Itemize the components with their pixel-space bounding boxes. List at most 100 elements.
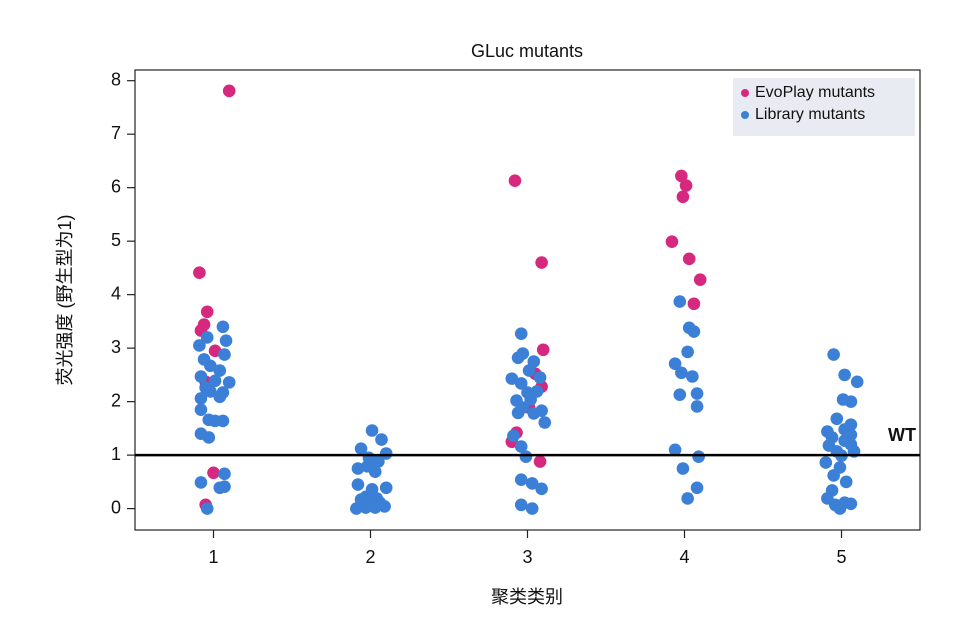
data-point xyxy=(514,440,528,453)
data-point xyxy=(372,455,385,468)
chart-title: GLuc mutants xyxy=(471,41,583,61)
data-point xyxy=(686,370,699,383)
x-tick-label: 1 xyxy=(208,547,218,567)
data-point xyxy=(356,498,369,512)
data-point xyxy=(676,190,690,204)
data-point xyxy=(838,368,851,382)
data-point xyxy=(514,498,528,512)
legend-label: Library mutants xyxy=(755,106,865,123)
data-point xyxy=(368,465,382,478)
data-point xyxy=(827,469,840,482)
data-point xyxy=(535,482,548,496)
data-point xyxy=(693,273,707,286)
data-point xyxy=(844,497,858,511)
data-point xyxy=(351,478,365,491)
data-point xyxy=(690,400,704,413)
y-tick-label: 1 xyxy=(111,444,121,464)
data-point xyxy=(208,374,222,388)
x-tick-label: 5 xyxy=(836,547,846,567)
data-point xyxy=(850,375,864,389)
data-point xyxy=(827,348,840,361)
data-point xyxy=(514,377,528,390)
data-point xyxy=(668,357,682,370)
y-tick-label: 8 xyxy=(111,69,121,89)
data-point xyxy=(379,481,393,495)
data-point xyxy=(365,424,379,437)
data-point xyxy=(207,466,220,480)
data-point xyxy=(354,442,368,455)
x-tick-label: 2 xyxy=(365,547,375,567)
data-point xyxy=(690,481,704,495)
data-point xyxy=(673,388,687,401)
legend-label: EvoPlay mutants xyxy=(755,84,875,101)
data-point xyxy=(507,429,520,443)
data-point xyxy=(511,351,525,365)
data-point xyxy=(533,371,547,384)
y-tick-label: 0 xyxy=(111,497,121,517)
data-point xyxy=(522,364,536,377)
data-point xyxy=(508,174,522,188)
data-point xyxy=(204,359,217,373)
data-point xyxy=(218,480,231,493)
data-point xyxy=(536,343,550,357)
legend-marker xyxy=(741,89,749,97)
data-point xyxy=(216,414,230,428)
data-point xyxy=(193,266,206,280)
y-tick-label: 7 xyxy=(111,123,121,143)
y-axis-label: 荧光强度 (野生型为1) xyxy=(55,215,75,386)
data-point xyxy=(194,392,208,405)
data-point xyxy=(194,476,208,489)
data-point xyxy=(514,327,528,340)
y-tick-label: 6 xyxy=(111,176,121,196)
data-point xyxy=(681,492,694,505)
data-point xyxy=(533,455,547,468)
data-point xyxy=(213,390,227,404)
y-tick-label: 3 xyxy=(111,337,121,357)
data-point xyxy=(665,235,679,248)
data-point xyxy=(673,295,687,308)
data-point xyxy=(514,473,528,487)
data-point xyxy=(202,431,216,444)
data-point xyxy=(194,370,208,383)
data-point xyxy=(692,450,705,464)
data-point xyxy=(511,406,525,420)
data-point xyxy=(505,372,519,385)
data-point xyxy=(200,331,214,344)
legend-marker xyxy=(741,111,749,119)
data-point xyxy=(687,325,701,338)
data-point xyxy=(833,502,847,515)
data-point xyxy=(830,412,844,426)
y-tick-label: 4 xyxy=(111,283,121,303)
data-point xyxy=(222,376,236,389)
data-point xyxy=(200,305,214,319)
data-point xyxy=(193,339,206,352)
data-point xyxy=(839,475,853,489)
x-tick-label: 4 xyxy=(679,547,689,567)
data-point xyxy=(219,334,233,347)
data-point xyxy=(218,348,231,361)
x-tick-label: 3 xyxy=(522,547,532,567)
legend-box xyxy=(733,78,915,136)
data-point xyxy=(368,501,382,514)
data-point xyxy=(204,385,217,398)
data-point xyxy=(679,179,693,192)
data-point xyxy=(525,477,539,490)
data-point xyxy=(222,84,236,98)
data-point xyxy=(675,366,688,380)
y-tick-label: 5 xyxy=(111,230,121,250)
data-point xyxy=(844,395,858,408)
data-point xyxy=(690,387,704,400)
y-tick-label: 2 xyxy=(111,390,121,410)
data-point xyxy=(351,462,365,475)
data-point xyxy=(538,416,552,429)
data-point xyxy=(676,462,690,475)
data-point xyxy=(378,500,391,513)
data-point xyxy=(379,447,393,460)
x-axis-label: 聚类类别 xyxy=(491,587,563,607)
data-point xyxy=(535,256,548,269)
data-point xyxy=(675,169,688,183)
data-point xyxy=(668,443,682,457)
data-point xyxy=(687,297,701,311)
data-point xyxy=(681,345,694,359)
